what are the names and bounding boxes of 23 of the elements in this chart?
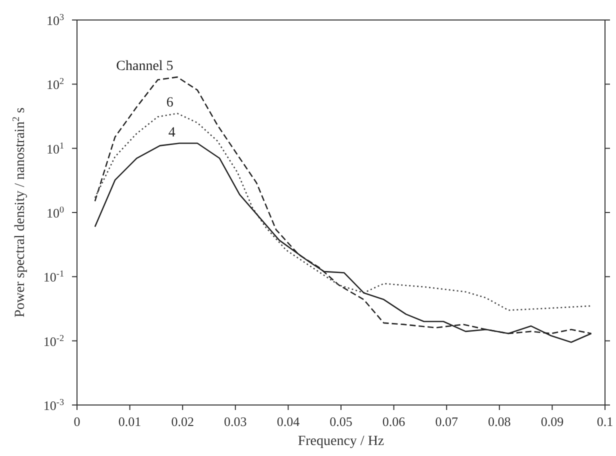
x-tick-label: 0.02 [171, 414, 194, 429]
y-tick-label: 10$^{1}$ [46, 140, 64, 156]
series-label: 4 [168, 125, 176, 140]
y-tick-label: 10$^{-1}$ [43, 268, 64, 285]
y-tick-label: 10$^{-3}$ [43, 397, 64, 413]
x-tick-label: 0.05 [330, 414, 352, 429]
x-tick-label: 0.03 [224, 414, 247, 429]
x-tick-label: 0.1 [596, 414, 614, 429]
x-tick-label: 0 [74, 414, 80, 429]
y-tick-label: 10$^{-2}$ [43, 332, 64, 349]
x-tick-label: 0.08 [488, 414, 511, 429]
x-axis-title: Frequency / Hz [298, 434, 384, 449]
line-series [94, 112, 592, 311]
x-tick-label: 0.01 [118, 414, 142, 429]
x-tick-label: 0.09 [540, 414, 564, 429]
y-tick-label: 10$^{3}$ [46, 12, 64, 28]
x-tick-label: 0.04 [276, 414, 300, 429]
x-tick-label: 0.07 [435, 414, 458, 429]
series-label: Channel 5 [116, 59, 174, 74]
x-tick-label: 0.06 [382, 414, 406, 429]
y-tick-label: 10$^{0}$ [46, 204, 64, 220]
y-tick-label: 10$^{2}$ [46, 76, 64, 92]
series-label: 6 [166, 95, 174, 110]
